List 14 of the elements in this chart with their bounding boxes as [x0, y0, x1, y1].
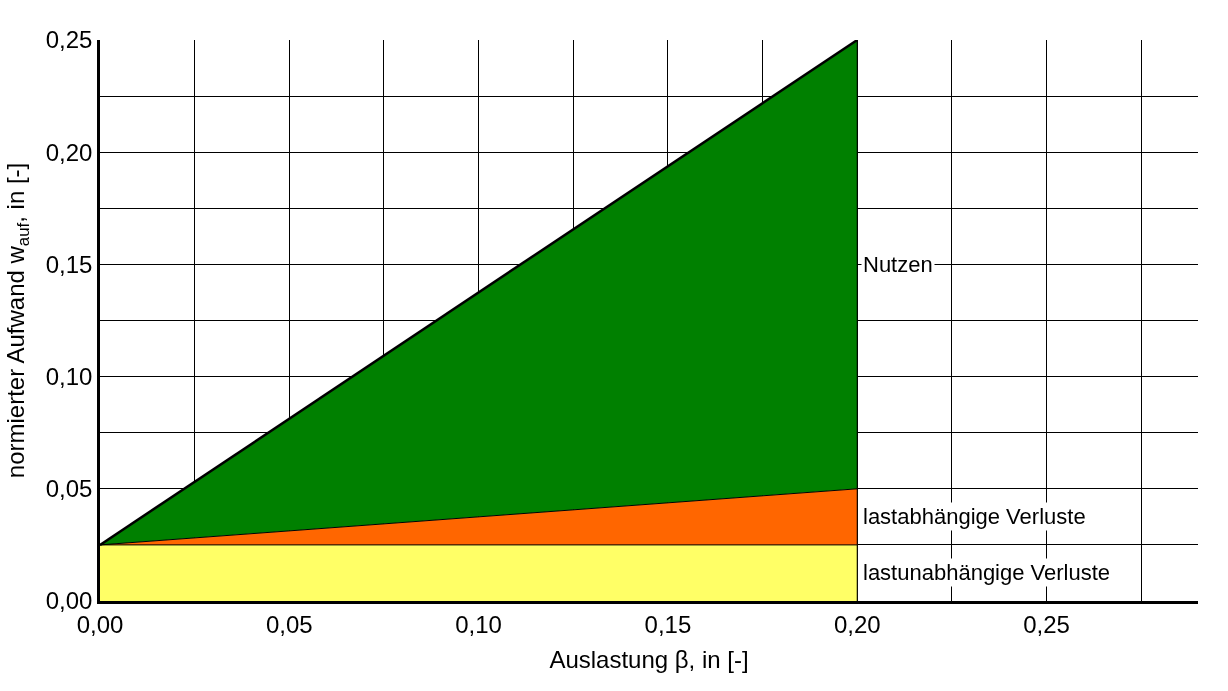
x-tick-label: 0,25 [1023, 610, 1070, 638]
x-tick-label: 0,20 [833, 610, 881, 638]
y-tick-label: 0,25 [45, 26, 93, 54]
x-tick-label: 0,10 [455, 610, 502, 638]
x-tick-label: 0,15 [644, 610, 692, 638]
y-tick-label: 0,20 [45, 138, 93, 166]
annotation: lastabhängige Verluste [863, 504, 1086, 529]
x-tick-label: 0,05 [265, 610, 313, 638]
y-tick-label: 0,10 [45, 363, 93, 390]
y-tick-label: 0,05 [45, 475, 93, 503]
annotation: lastunabhängige Verluste [863, 560, 1111, 585]
y-tick-label: 0,15 [45, 250, 93, 278]
x-axis-title: Auslastung β, in [-] [549, 645, 749, 673]
annotation: Nutzen [863, 252, 933, 277]
